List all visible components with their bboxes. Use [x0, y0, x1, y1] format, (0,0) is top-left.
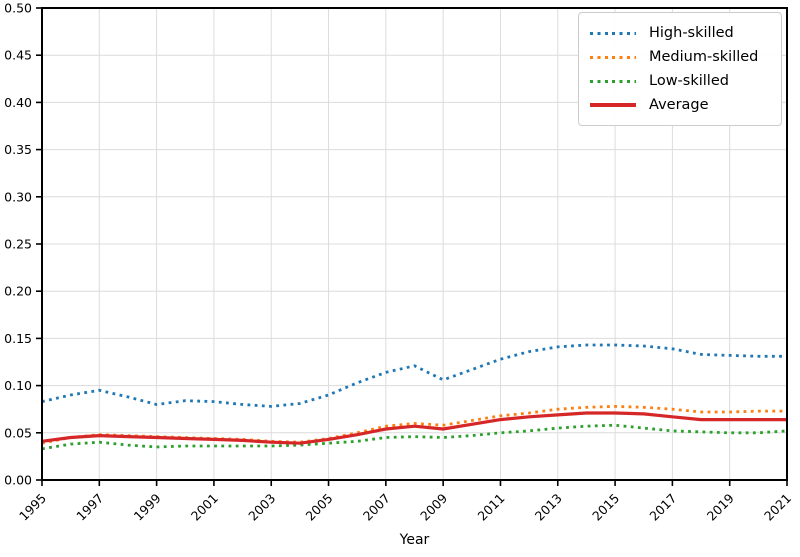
y-tick-label: 0.00 [4, 473, 32, 488]
x-tick-label: 2001 [188, 491, 221, 524]
x-tick-label: 1997 [73, 491, 106, 524]
legend-item-average: Average [590, 93, 770, 117]
x-axis-label: Year [399, 532, 430, 548]
legend-item-high-skilled: High-skilled [590, 21, 770, 45]
series-line-high-skilled [41, 343, 787, 408]
series-line-average [41, 411, 787, 445]
x-tick-label: 1995 [16, 491, 49, 524]
legend-line-sample-average [590, 103, 636, 107]
y-tick-label: 0.05 [4, 425, 32, 440]
legend-label-average: Average [649, 97, 709, 113]
x-tick-label: 2005 [303, 491, 336, 524]
x-tick-label: 2009 [417, 490, 450, 523]
x-tick-label: 1999 [131, 490, 164, 523]
y-tick-label: 0.50 [4, 1, 32, 16]
legend-item-low-skilled: Low-skilled [590, 69, 770, 93]
y-tick-label: 0.25 [4, 237, 32, 252]
legend-label-medium-skilled: Medium-skilled [649, 49, 759, 65]
y-tick-label: 0.10 [4, 378, 32, 393]
y-tick-label: 0.20 [4, 284, 32, 299]
x-tick-label: 2003 [245, 491, 278, 524]
x-tick-label: 2007 [360, 491, 393, 524]
x-tick-label: 2017 [646, 491, 679, 524]
x-tick-label: 2021 [761, 491, 794, 524]
y-tick-label: 0.40 [4, 95, 32, 110]
legend-item-medium-skilled: Medium-skilled [590, 45, 770, 69]
legend: High-skilled Medium-skilled Low-skilled Ave… [578, 12, 782, 126]
legend-line-sample-low-skilled [590, 79, 636, 83]
x-tick-label: 2019 [704, 490, 737, 523]
x-tick-label: 2015 [589, 491, 622, 524]
legend-line-sample-medium-skilled [590, 55, 636, 59]
legend-line-sample-high-skilled [590, 31, 636, 35]
series-line-low-skilled [41, 423, 788, 451]
x-tick-label: 2013 [532, 491, 565, 524]
y-tick-label: 0.45 [4, 48, 32, 63]
y-tick-label: 0.35 [4, 142, 32, 157]
y-tick-label: 0.30 [4, 189, 32, 204]
legend-label-low-skilled: Low-skilled [649, 73, 729, 89]
y-tick-label: 0.15 [4, 331, 32, 346]
x-tick-label: 2011 [474, 491, 507, 524]
legend-label-high-skilled: High-skilled [649, 25, 734, 41]
